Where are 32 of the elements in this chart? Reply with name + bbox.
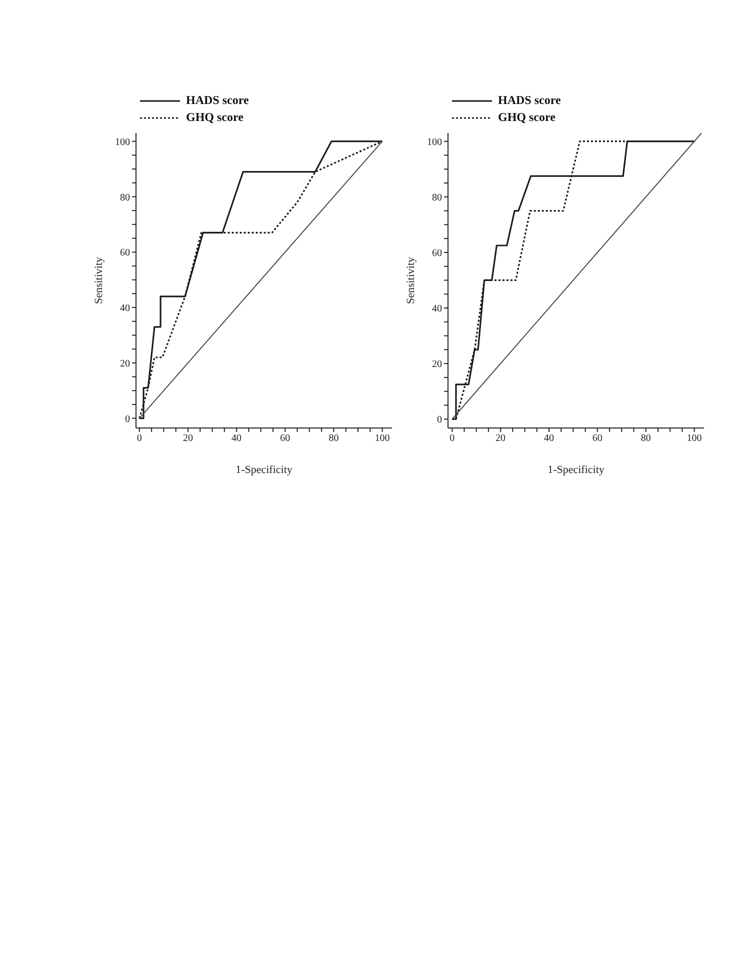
legend-label: HADS score bbox=[498, 92, 561, 109]
legend-label: GHQ score bbox=[498, 109, 556, 126]
x-tick-label: 40 bbox=[544, 433, 554, 444]
x-tick-label: 0 bbox=[450, 433, 455, 444]
x-tick-label: 20 bbox=[182, 433, 193, 444]
x-tick-label: 40 bbox=[232, 433, 242, 444]
y-axis-title: Sensitivity bbox=[404, 256, 417, 304]
x-tick-label: 100 bbox=[686, 433, 702, 444]
y-tick-label: 20 bbox=[432, 359, 442, 370]
y-tick-label: 100 bbox=[115, 136, 130, 148]
y-tick-label: 40 bbox=[120, 303, 130, 314]
legend-label: HADS score bbox=[186, 92, 249, 109]
y-tick-label: 20 bbox=[120, 358, 130, 370]
x-tick-label: 80 bbox=[640, 433, 651, 444]
y-tick-label: 0 bbox=[437, 414, 442, 426]
x-tick-label: 60 bbox=[280, 433, 290, 444]
x-axis-title: 1-Specificity bbox=[548, 464, 605, 476]
x-tick-label: 80 bbox=[328, 433, 339, 444]
x-tick-label: 60 bbox=[592, 433, 602, 444]
y-tick-label: 40 bbox=[432, 304, 442, 315]
y-tick-label: 80 bbox=[432, 192, 442, 204]
y-tick-label: 100 bbox=[427, 136, 442, 148]
y-tick-label: 60 bbox=[432, 248, 442, 259]
y-axis-title: Sensitivity bbox=[92, 256, 105, 304]
x-tick-label: 0 bbox=[136, 433, 142, 444]
y-tick-label: 80 bbox=[120, 192, 130, 204]
y-tick-label: 60 bbox=[120, 248, 130, 259]
x-tick-label: 100 bbox=[374, 433, 390, 444]
y-tick-label: 0 bbox=[125, 414, 130, 425]
legend-label: GHQ score bbox=[186, 109, 244, 126]
x-axis-title: 1-Specificity bbox=[236, 464, 293, 476]
x-tick-label: 20 bbox=[496, 433, 506, 444]
